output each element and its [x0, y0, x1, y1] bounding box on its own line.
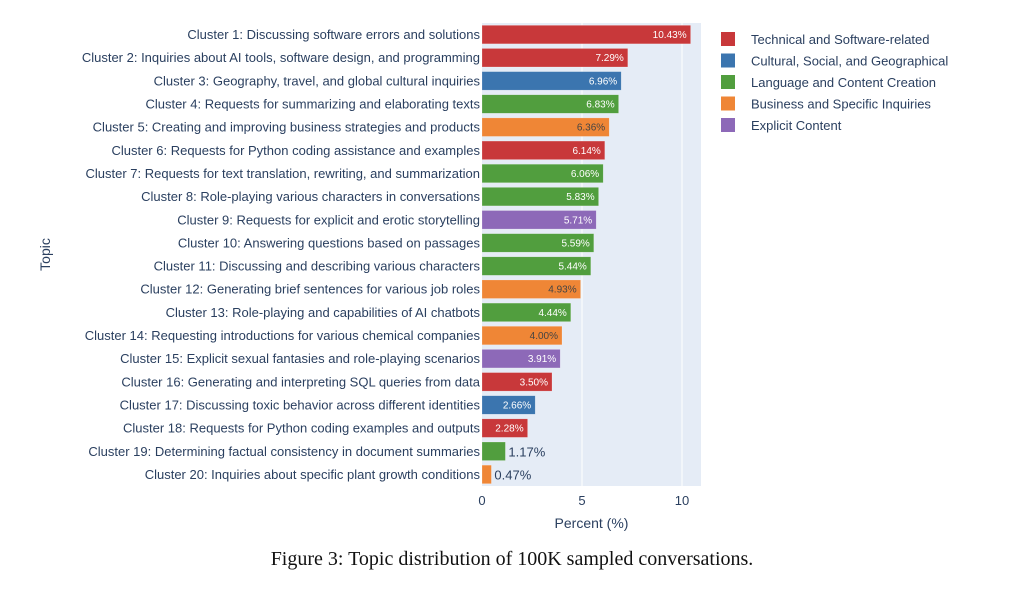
plot-background — [482, 23, 701, 486]
y-tick-label: Cluster 6: Requests for Python coding as… — [111, 143, 480, 158]
bar — [481, 48, 629, 68]
legend-swatch — [721, 75, 735, 89]
legend-item: Language and Content Creation — [751, 75, 936, 90]
bar — [481, 71, 622, 91]
bar-value-label: 5.44% — [558, 262, 586, 273]
legend-swatch — [721, 118, 735, 132]
legend-item: Technical and Software-related — [751, 32, 930, 47]
bar-value-label: 3.50% — [520, 377, 548, 388]
y-tick-label: Cluster 12: Generating brief sentences f… — [140, 282, 480, 297]
bar — [481, 418, 528, 438]
bars: 10.43% 7.29% 6.96% 6.83% 6.36% 6.14% 6.06% 5.83… — [481, 25, 691, 484]
bar — [481, 441, 506, 461]
bar-value-label: 4.44% — [538, 308, 566, 319]
bar-value-label: 5.59% — [561, 238, 589, 249]
y-tick-label: Cluster 11: Discussing and describing va… — [154, 259, 481, 274]
bar — [481, 372, 553, 392]
bar — [481, 395, 536, 415]
bar-value-label: 2.28% — [495, 424, 523, 435]
x-tick-label: 5 — [578, 493, 585, 508]
y-tick-label: Cluster 2: Inquiries about AI tools, sof… — [82, 50, 480, 65]
legend-item: Business and Specific Inquiries — [751, 97, 931, 112]
y-tick-label: Cluster 15: Explicit sexual fantasies an… — [120, 351, 480, 366]
y-tick-label: Cluster 18: Requests for Python coding e… — [123, 421, 480, 436]
bar — [481, 464, 492, 484]
y-tick-label: Cluster 10: Answering questions based on… — [178, 235, 481, 250]
y-tick-label: Cluster 8: Role-playing various characte… — [141, 189, 480, 204]
bar-value-label: 0.47% — [494, 467, 531, 482]
x-axis-title: Percent (%) — [555, 515, 629, 531]
figure-caption: Figure 3: Topic distribution of 100K sam… — [270, 548, 754, 570]
y-axis-title: Topic — [37, 238, 53, 271]
y-tick-label: Cluster 20: Inquiries about specific pla… — [145, 467, 481, 482]
bar — [481, 279, 581, 299]
bar — [481, 302, 572, 322]
y-tick-label: Cluster 13: Role-playing and capabilitie… — [166, 305, 481, 320]
legend-swatch — [721, 53, 735, 68]
x-tick-label: 10 — [675, 493, 689, 508]
bar-value-label: 6.96% — [589, 76, 617, 87]
bar-value-label: 5.71% — [564, 215, 592, 226]
legend-swatch — [721, 96, 735, 111]
y-tick-labels: Cluster 1: Discussing software errors an… — [82, 27, 481, 482]
y-tick-label: Cluster 1: Discussing software errors an… — [187, 27, 480, 42]
x-tick-label: 0 — [478, 493, 485, 508]
y-tick-label: Cluster 19: Determining factual consiste… — [88, 444, 480, 459]
bar — [481, 326, 563, 346]
y-tick-label: Cluster 16: Generating and interpreting … — [121, 374, 480, 389]
y-tick-label: Cluster 4: Requests for summarizing and … — [145, 97, 480, 112]
y-tick-label: Cluster 9: Requests for explicit and ero… — [177, 212, 480, 227]
bar — [481, 256, 592, 276]
bar-value-label: 6.36% — [577, 123, 605, 134]
y-tick-label: Cluster 17: Discussing toxic behavior ac… — [120, 397, 481, 412]
bar-value-label: 2.66% — [503, 400, 531, 411]
bar — [481, 117, 610, 137]
bar-value-label: 5.83% — [566, 192, 594, 203]
bar — [481, 163, 604, 183]
bar-value-label: 6.83% — [586, 100, 614, 111]
bar — [481, 349, 561, 369]
bar — [481, 94, 619, 114]
bar-value-label: 4.00% — [530, 331, 558, 342]
x-tick-labels: 0 5 10 — [478, 493, 689, 508]
bar — [481, 187, 599, 207]
bar-value-label: 4.93% — [548, 285, 576, 296]
y-tick-label: Cluster 3: Geography, travel, and global… — [154, 73, 481, 88]
bar-value-label: 10.43% — [653, 30, 687, 41]
legend-item: Cultural, Social, and Geographical — [751, 54, 948, 69]
bar-value-label: 1.17% — [508, 444, 545, 459]
bar-value-label: 6.06% — [571, 169, 599, 180]
y-tick-label: Cluster 14: Requesting introductions for… — [85, 328, 481, 343]
bar-value-label: 6.14% — [572, 146, 600, 157]
legend: Technical and Software-related Cultural, … — [721, 32, 948, 133]
legend-item: Explicit Content — [751, 118, 842, 133]
bar-value-label: 3.91% — [528, 354, 556, 365]
bar — [481, 25, 691, 45]
y-tick-label: Cluster 7: Requests for text translation… — [85, 166, 480, 181]
bar — [481, 140, 606, 160]
bar-chart: 10.43% 7.29% 6.96% 6.83% 6.36% 6.14% 6.06% 5.83… — [37, 23, 948, 531]
y-tick-label: Cluster 5: Creating and improving busine… — [93, 120, 481, 135]
bar-value-label: 7.29% — [595, 53, 623, 64]
bar — [481, 210, 597, 230]
bar — [481, 233, 595, 253]
legend-swatch — [721, 32, 735, 46]
